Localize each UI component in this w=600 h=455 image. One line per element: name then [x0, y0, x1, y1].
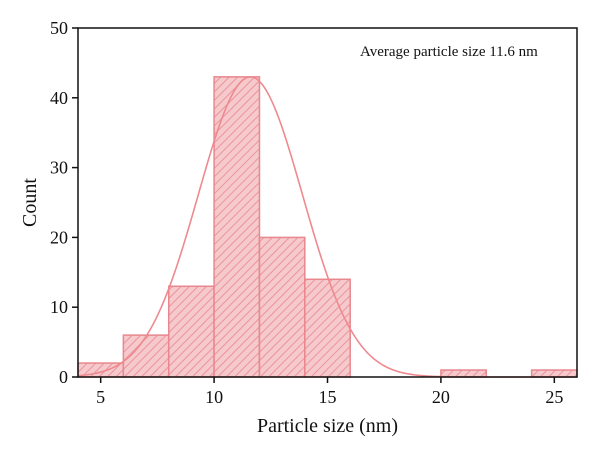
- histogram-bar-12-14: [258, 236, 306, 378]
- y-tick-label: 30: [50, 158, 68, 178]
- x-axis-title: Particle size (nm): [257, 415, 398, 437]
- histogram-bar-14-16: [304, 278, 351, 378]
- annotation-text: Average particle size 11.6 nm: [360, 44, 538, 60]
- histogram-bars: [77, 76, 578, 378]
- x-tick-label: 25: [545, 387, 563, 407]
- y-tick-label: 40: [50, 88, 68, 108]
- x-tick-label: 5: [96, 387, 105, 407]
- y-tick-label: 20: [50, 227, 68, 247]
- x-tick-label: 15: [319, 387, 337, 407]
- y-tick-label: 50: [50, 18, 68, 38]
- y-tick-label: 0: [59, 367, 68, 387]
- histogram-bar-8-10: [167, 285, 215, 378]
- y-tick-label: 10: [50, 297, 68, 317]
- histogram-bar-20-22: [440, 369, 488, 378]
- y-axis-ticks: 0 10 20 30 40 50: [50, 18, 78, 387]
- histogram-bar-10-12: [213, 76, 261, 378]
- x-axis-ticks: 5 10 15 20 25: [96, 377, 563, 407]
- y-axis-title: Count: [19, 178, 41, 227]
- histogram-bar-24-26: [530, 369, 578, 378]
- x-tick-label: 10: [205, 387, 223, 407]
- x-tick-label: 20: [432, 387, 450, 407]
